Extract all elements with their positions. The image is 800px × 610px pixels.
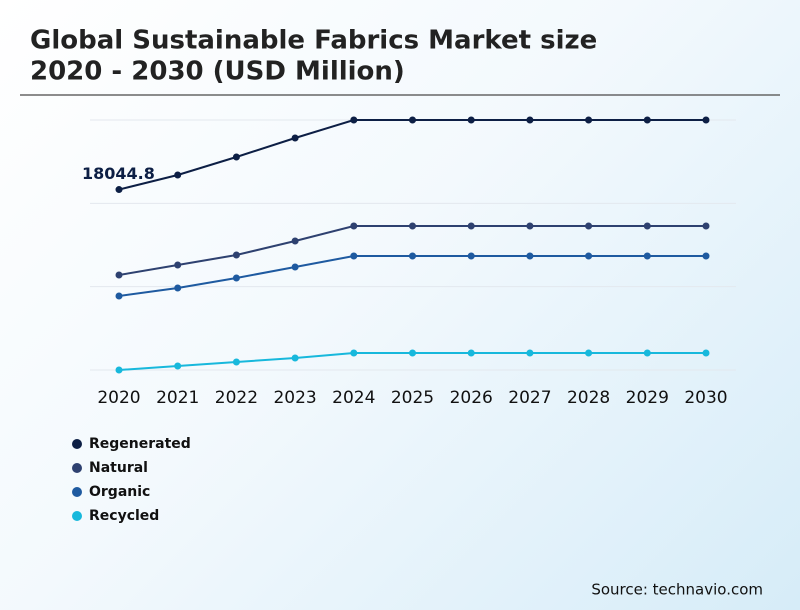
series-line [118, 119, 706, 191]
x-tick-label: 2026 [450, 388, 493, 408]
point [585, 116, 593, 124]
point [232, 153, 240, 161]
point [467, 349, 475, 357]
x-tick-label: 2030 [684, 388, 727, 408]
point [115, 271, 123, 279]
point [174, 284, 182, 292]
point [115, 292, 123, 300]
x-tick-label: 2022 [215, 388, 258, 408]
point [526, 252, 534, 260]
point [702, 222, 710, 230]
point [409, 252, 416, 260]
point [585, 252, 593, 260]
point [585, 222, 593, 230]
point [115, 186, 123, 194]
legend-marker [72, 487, 82, 497]
point [702, 116, 710, 124]
x-tick-label: 2020 [97, 388, 140, 408]
source: Source: technavio.com [591, 581, 763, 599]
point [526, 349, 534, 357]
legend-label: Recycled [89, 508, 159, 524]
point [585, 349, 593, 357]
point [232, 251, 240, 259]
x-tick-label: 2023 [273, 388, 316, 408]
chart-title: Global Sustainable Fabrics Market size [30, 26, 597, 56]
series-line [118, 255, 706, 297]
point [643, 349, 651, 357]
point [409, 116, 416, 124]
legend-marker [72, 439, 82, 449]
point [643, 116, 651, 124]
point [115, 366, 123, 374]
legend-marker [72, 463, 82, 473]
series-line [118, 225, 706, 276]
x-tick-label: 2029 [626, 388, 669, 408]
legend-marker [72, 511, 82, 521]
point [350, 349, 358, 357]
point [232, 358, 240, 366]
x-tick-label: 2021 [156, 388, 199, 408]
point [702, 349, 710, 357]
point [291, 237, 299, 245]
point [526, 222, 534, 230]
point [643, 252, 651, 260]
point [291, 134, 299, 142]
point [409, 349, 416, 357]
point [291, 263, 299, 271]
point [174, 261, 182, 269]
chart-title: 2020 - 2030 (USD Million) [30, 57, 405, 87]
point [174, 362, 182, 370]
legend-label: Organic [89, 484, 150, 500]
point [643, 222, 651, 230]
point [350, 116, 358, 124]
data-label: 18044.8 [82, 164, 155, 183]
point [174, 171, 182, 179]
x-tick-label: 2028 [567, 388, 610, 408]
legend-label: Regenerated [89, 436, 191, 452]
point [232, 274, 240, 282]
point [467, 116, 475, 124]
point [467, 222, 475, 230]
point [409, 222, 416, 230]
point [467, 252, 475, 260]
point [291, 354, 299, 362]
point [526, 116, 534, 124]
x-tick-label: 2024 [332, 388, 375, 408]
point [702, 252, 710, 260]
legend-label: Natural [89, 460, 148, 476]
x-tick-label: 2027 [508, 388, 551, 408]
x-tick-label: 2025 [391, 388, 434, 408]
point [350, 252, 358, 260]
point [350, 222, 358, 230]
